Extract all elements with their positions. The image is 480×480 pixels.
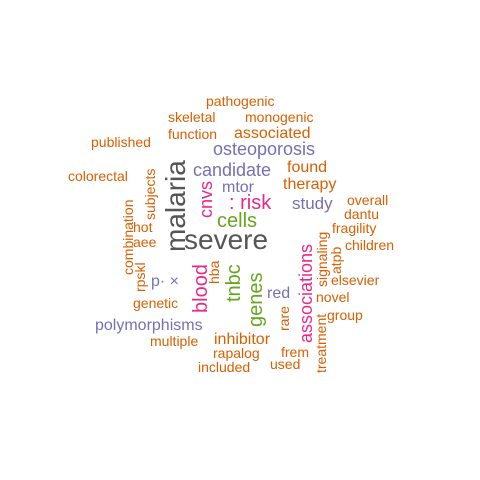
word-elsevier: elsevier bbox=[331, 272, 380, 288]
word-multiple: multiple bbox=[150, 333, 198, 349]
word-group: group bbox=[327, 307, 363, 323]
word-children: children bbox=[345, 237, 394, 253]
word-novel: novel bbox=[316, 289, 349, 305]
word-function: function bbox=[168, 126, 217, 142]
word-genetic: genetic bbox=[133, 295, 178, 311]
word-signaling: signaling bbox=[314, 232, 330, 287]
word-frem: frem bbox=[281, 344, 309, 360]
word-included: included bbox=[198, 359, 250, 375]
word-rare: rare bbox=[276, 306, 292, 331]
word-overall: overall bbox=[347, 192, 388, 208]
word-inhibitor: inhibitor bbox=[214, 331, 271, 348]
word-combination: combination bbox=[120, 200, 136, 276]
word-published: published bbox=[91, 134, 151, 150]
word-colorectal: colorectal bbox=[68, 168, 128, 184]
word-polymorphisms: polymorphisms bbox=[95, 317, 203, 334]
word-osteoporosis: osteoporosis bbox=[213, 139, 315, 159]
word-cells: cells bbox=[217, 210, 257, 232]
word-tnbc: tnbc bbox=[223, 264, 245, 302]
word-fragility: fragility bbox=[332, 220, 376, 236]
word-red: red bbox=[267, 285, 290, 302]
word-associated: associated bbox=[234, 125, 311, 142]
word-candidate: candidate bbox=[193, 160, 271, 180]
word-risk: : risk bbox=[229, 192, 272, 214]
word-px: p· × bbox=[151, 273, 179, 290]
word-study: study bbox=[292, 194, 333, 213]
word-hot: hot bbox=[133, 219, 153, 235]
word-skeletal: skeletal bbox=[168, 109, 215, 125]
word-atpb: atpb bbox=[328, 247, 344, 274]
word-hba: hba bbox=[206, 260, 222, 284]
word-pathogenic: pathogenic bbox=[206, 93, 275, 109]
word-associations: associations bbox=[296, 244, 316, 343]
word-therapy: therapy bbox=[283, 176, 336, 193]
word-mtor: mtor bbox=[222, 179, 255, 196]
word-monogenic: monogenic bbox=[245, 109, 314, 125]
word-subjects: subjects bbox=[142, 169, 158, 220]
word-treatment: treatment bbox=[313, 314, 329, 373]
word-rpskl: rpskl bbox=[132, 262, 148, 292]
word-used: used bbox=[270, 356, 300, 372]
word-genes: genes bbox=[245, 273, 267, 328]
word-dantu: dantu bbox=[344, 206, 379, 222]
word-blood: blood bbox=[190, 264, 212, 313]
word-malaria: malaria bbox=[160, 160, 191, 252]
word-aee: aee bbox=[133, 234, 157, 250]
word-found: found bbox=[287, 159, 327, 176]
word-rapalog: rapalog bbox=[213, 345, 260, 361]
word-cnvs: cnvs bbox=[196, 181, 216, 218]
word-severe: severe bbox=[184, 224, 268, 255]
